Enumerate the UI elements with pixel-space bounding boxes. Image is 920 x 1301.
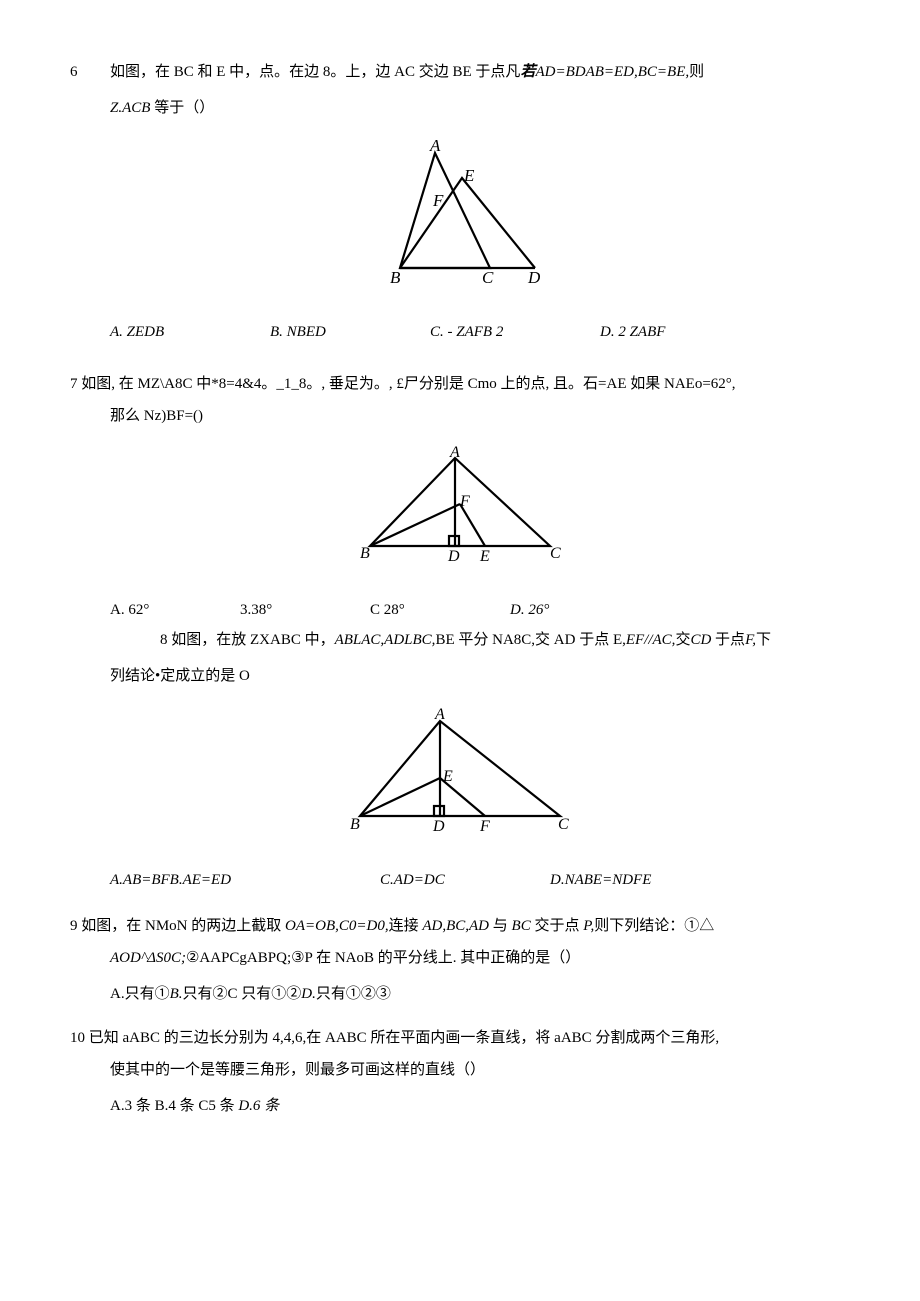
q6-text-c: AD=BDAB=ED,BC=BE, — [535, 64, 689, 80]
q6-row2: Z.ACB 等于（） — [110, 96, 850, 120]
q9-l1g: 交于点 — [531, 918, 584, 934]
q8-svg: A E B D F C — [335, 706, 585, 836]
q8-label-d: D — [432, 818, 445, 835]
q9-l2b: ②AAPCgABPQ;③P 在 NAoB 的平分线上. 其中正确的是（） — [186, 950, 580, 966]
q8-opt-d: D.NABE=NDFE — [550, 868, 850, 892]
q6-body: 如图，在 BC 和 E 中，点。在边 8。上，边 AC 交边 BE 于点凡若AD… — [110, 60, 850, 84]
q6-diagram: A E F B C D — [70, 138, 850, 296]
q8-l1c: BE 平分 NA8C,交 AD 于点 E, — [435, 632, 625, 648]
q8-diagram: A E B D F C — [70, 706, 850, 844]
q9-l2a: AOD^ΔS0C; — [110, 950, 186, 966]
q8-line2: 列结论•定成立的是 O — [110, 664, 850, 688]
q7-label-b: B — [360, 545, 370, 562]
q6-text-a: 如图，在 BC 和 E 中，点。在边 8。上，边 AC 交边 BE 于点凡 — [110, 64, 520, 80]
q8-l1h: F, — [745, 632, 756, 648]
q8-label-e: E — [442, 768, 453, 785]
q7-opt-b: 3.38° — [240, 598, 370, 622]
page: 6 如图，在 BC 和 E 中，点。在边 8。上，边 AC 交边 BE 于点凡若… — [0, 0, 920, 1170]
q6-row1: 6 如图，在 BC 和 E 中，点。在边 8。上，边 AC 交边 BE 于点凡若… — [70, 60, 850, 84]
q9-l1e: 与 — [489, 918, 512, 934]
q7-svg: A F B D E C — [345, 446, 575, 566]
q6-line2b: 等于（） — [150, 100, 214, 116]
q8-line1: 8 如图，在放 ZXABC 中，ABLAC,ADLBC,BE 平分 NA8C,交… — [160, 628, 850, 652]
q7-label-a: A — [449, 446, 460, 461]
q7-label-f: F — [459, 493, 470, 510]
q9-l1b: OA=OB,C0=D0, — [285, 918, 389, 934]
q8-l1f: CD — [690, 632, 711, 648]
q7-label-c: C — [550, 545, 561, 562]
q6-opt-c: C. - ZAFB 2 — [430, 320, 600, 344]
q9-l3: A.只有①B.只有②C 只有①②D.只有①②③ — [110, 986, 391, 1002]
q8-label-c: C — [558, 816, 569, 833]
q6-svg: A E F B C D — [360, 138, 560, 288]
q7-label-e: E — [479, 548, 490, 565]
q8-l1a: 8 如图，在放 ZXABC 中， — [160, 632, 335, 648]
q8-options: A.AB=BFB.AE=ED C.AD=DC D.NABE=NDFE — [110, 868, 850, 892]
q6-options: A. ZEDB B. NBED C. - ZAFB 2 D. 2 ZABF — [110, 320, 850, 344]
q7-diagram: A F B D E C — [70, 446, 850, 574]
q9-l1d: AD,BC,AD — [422, 918, 489, 934]
q6-label-c: C — [482, 268, 494, 287]
q7-opt-c: C 28° — [370, 598, 510, 622]
q8-l1g: 于点 — [711, 632, 745, 648]
q6-label-e: E — [463, 166, 475, 185]
q6-label-a: A — [429, 138, 441, 155]
q7-opt-a: A. 62° — [110, 598, 240, 622]
q8-l1i: 下 — [756, 632, 771, 648]
q7-options: A. 62° 3.38° C 28° D. 26° — [110, 598, 850, 622]
q9-l1h: P, — [583, 918, 594, 934]
q8-opt-c: C.AD=DC — [380, 868, 550, 892]
q6-text-b: 若 — [520, 64, 535, 80]
q10-l3a: A.3 条 B.4 条 C5 条 — [110, 1098, 238, 1114]
q7-opt-d: D. 26° — [510, 598, 850, 622]
q9-l1i: 则下列结论：①△ — [594, 918, 714, 934]
q9-l1c: 连接 — [389, 918, 423, 934]
q8-l1d: EF//AC, — [626, 632, 676, 648]
q10-line2: 使其中的一个是等腰三角形，则最多可画这样的直线（） — [110, 1058, 850, 1082]
q10-l3b: D.6 条 — [238, 1098, 279, 1114]
q9-l1a: 9 如图，在 NMoN 的两边上截取 — [70, 918, 285, 934]
q8-label-f: F — [479, 818, 490, 835]
q7-label-d: D — [447, 548, 460, 565]
q6-opt-b: B. NBED — [270, 320, 430, 344]
q6-label-b: B — [390, 268, 401, 287]
q6-text-d: 则 — [689, 64, 704, 80]
q8-opt-a: A.AB=BFB.AE=ED — [110, 868, 380, 892]
q9-line1: 9 如图，在 NMoN 的两边上截取 OA=OB,C0=D0,连接 AD,BC,… — [70, 914, 850, 938]
q9-line3: A.只有①B.只有②C 只有①②D.只有①②③ — [110, 982, 850, 1006]
q6-label-f: F — [432, 191, 444, 210]
q6-number: 6 — [70, 60, 110, 84]
q9-l1f: BC — [512, 918, 531, 934]
q6-label-d: D — [527, 268, 541, 287]
q10-line3: A.3 条 B.4 条 C5 条 D.6 条 — [110, 1094, 850, 1118]
q8-label-a: A — [434, 706, 445, 723]
q6-line2a: Z.ACB — [110, 100, 150, 116]
q7-line2: 那么 Nz)BF=() — [110, 404, 850, 428]
q9-line2: AOD^ΔS0C;②AAPCgABPQ;③P 在 NAoB 的平分线上. 其中正… — [110, 946, 850, 970]
q6-opt-d: D. 2 ZABF — [600, 320, 850, 344]
q8-l1b: ABLAC,ADLBC, — [335, 632, 436, 648]
q8-label-b: B — [350, 816, 360, 833]
q10-line1: 10 已知 aABC 的三边长分别为 4,4,6,在 AABC 所在平面内画一条… — [70, 1026, 850, 1050]
q6-opt-a: A. ZEDB — [110, 320, 270, 344]
q7-line1: 7 如图, 在 MZ\A8C 中*8=4&4。_1_8。, 垂足为。, £尸分别… — [70, 372, 850, 396]
q8-l1e: 交 — [675, 632, 690, 648]
